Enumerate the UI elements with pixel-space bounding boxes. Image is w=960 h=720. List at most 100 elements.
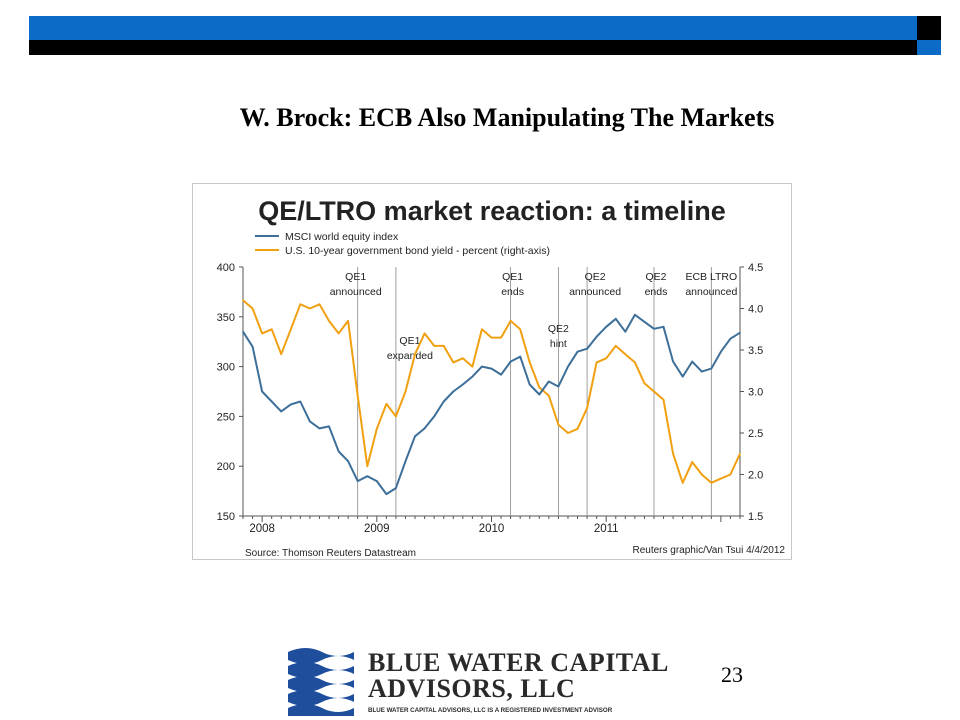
page-number: 23 <box>721 662 743 687</box>
series-point <box>624 353 627 355</box>
series-point <box>318 303 321 306</box>
y-left-tick-label: 150 <box>217 511 235 523</box>
series-point <box>280 353 282 355</box>
series-point <box>385 493 388 495</box>
series-point <box>356 394 359 397</box>
event-label: ECB LTRO <box>685 271 737 283</box>
event-label: announced <box>330 286 382 298</box>
y-left-tick-label: 250 <box>217 411 235 423</box>
series-point <box>376 480 378 482</box>
header-corner-black <box>917 16 941 40</box>
y-left-tick-label: 300 <box>217 362 235 374</box>
chart-credit: Reuters graphic/Van Tsui 4/4/2012 <box>632 545 785 556</box>
series-point <box>414 435 416 438</box>
series-point <box>576 350 579 353</box>
series-point <box>290 328 292 331</box>
event-label: ends <box>645 286 668 298</box>
series-point <box>433 345 435 347</box>
series-point <box>261 332 263 335</box>
y-right-tick-label: 3.0 <box>748 387 763 399</box>
event-label: QE1 <box>502 271 523 283</box>
chart-source: Source: Thomson Reuters Datastream <box>245 548 416 559</box>
series-point <box>404 460 407 463</box>
x-tick-label: 2010 <box>479 523 505 535</box>
y-right-tick-label: 4.5 <box>748 262 763 274</box>
series-point <box>509 360 512 363</box>
series-point <box>490 367 493 370</box>
series-point <box>328 425 330 428</box>
series-point <box>347 320 349 322</box>
series-point <box>452 390 455 393</box>
series-point <box>720 350 722 353</box>
series-point <box>729 337 732 340</box>
series-point <box>595 335 598 338</box>
series-point <box>366 465 369 468</box>
series-point <box>615 345 617 347</box>
event-label: QE1 <box>399 335 420 347</box>
series-point <box>309 307 311 310</box>
event-label: QE2 <box>645 271 666 283</box>
event-label: announced <box>569 286 621 298</box>
series-point <box>548 380 550 383</box>
series-point <box>423 427 426 430</box>
series-point <box>643 382 646 384</box>
series-point <box>567 432 569 434</box>
series-point <box>634 361 636 364</box>
y-left-tick-label: 400 <box>217 262 235 274</box>
series-point <box>433 415 435 418</box>
y-left-tick-label: 200 <box>217 461 235 473</box>
series-point <box>739 453 741 455</box>
series-point <box>490 336 493 339</box>
series-point <box>270 400 273 403</box>
series-point <box>701 473 703 476</box>
series-point <box>270 328 273 331</box>
series-point <box>681 482 684 484</box>
series-point <box>395 487 397 489</box>
series-point <box>328 320 330 322</box>
series-point <box>251 307 254 310</box>
series-point <box>691 360 693 363</box>
wave-logo-icon <box>288 648 354 716</box>
series-point <box>643 321 646 323</box>
series-point <box>557 423 560 426</box>
series-point <box>519 355 521 358</box>
series-point <box>366 475 369 478</box>
series-point <box>672 453 674 455</box>
series-point <box>290 403 292 406</box>
series-point <box>404 390 407 393</box>
series-point <box>347 460 349 463</box>
event-label: expanded <box>387 350 433 362</box>
series-point <box>720 477 722 480</box>
series-point <box>500 373 502 376</box>
series-point <box>442 345 445 347</box>
x-tick-label: 2008 <box>249 523 275 535</box>
series-point <box>376 428 378 430</box>
series-point <box>242 330 244 333</box>
series-point <box>538 386 541 389</box>
series-point <box>337 450 340 453</box>
series-point <box>395 415 397 418</box>
series-point <box>385 403 388 405</box>
series-point <box>605 326 607 328</box>
company-logo: BLUE WATER CAPITAL ADVISORS, LLC BLUE WA… <box>286 646 668 720</box>
series-point <box>471 365 474 368</box>
series-point <box>681 375 684 378</box>
series-point <box>701 370 703 373</box>
y-right-tick-label: 2.0 <box>748 470 763 482</box>
qe-ltro-chart: QE/LTRO market reaction: a timeline MSCI … <box>217 196 786 559</box>
series-point <box>538 393 541 396</box>
series-point <box>280 410 282 413</box>
series-point <box>337 332 340 335</box>
header-bar-black <box>29 40 917 55</box>
series-point <box>528 361 531 364</box>
logo-line-2: ADVISORS, LLC <box>368 674 576 703</box>
event-label: hint <box>550 338 567 350</box>
series-point <box>557 385 560 388</box>
series-point <box>452 361 455 364</box>
series-point <box>528 383 531 386</box>
y-right-tick-label: 4.0 <box>748 304 763 316</box>
y-right-tick-label: 2.5 <box>748 428 763 440</box>
y-left-tick-label: 350 <box>217 312 235 324</box>
series-point <box>462 383 464 386</box>
series-line <box>242 299 741 484</box>
